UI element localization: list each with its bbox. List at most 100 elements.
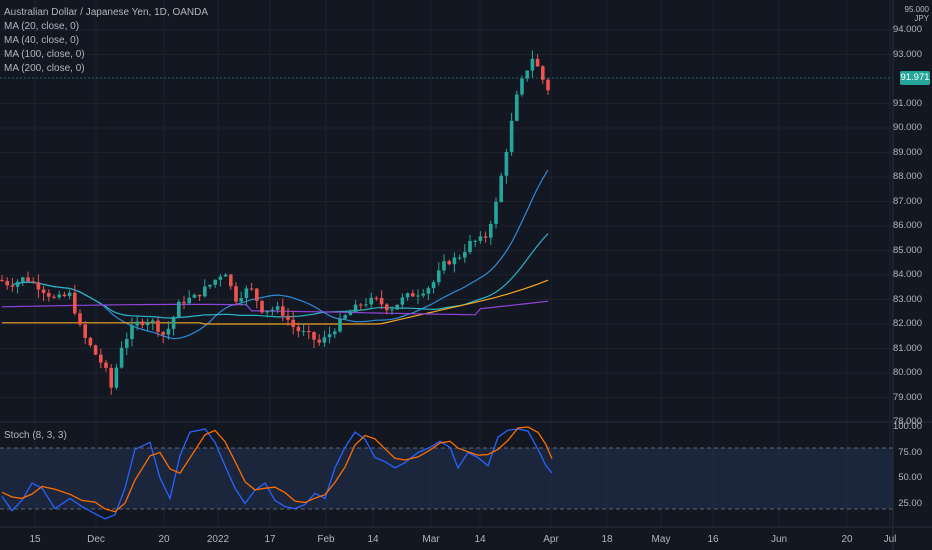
candle (130, 317, 134, 347)
candle (255, 287, 259, 309)
time-axis-label: Apr (543, 534, 559, 545)
candle (218, 274, 223, 287)
stoch-legend[interactable]: Stoch (8, 3, 3) (4, 430, 67, 441)
stoch-band (0, 448, 893, 509)
candle (416, 289, 420, 304)
time-axis-label: 15 (29, 534, 41, 545)
candle (182, 295, 186, 310)
candle (468, 234, 472, 255)
candle (286, 307, 290, 326)
stoch-lines (1, 426, 553, 520)
price-axis-top[interactable]: 95.000 JPY (905, 5, 929, 23)
candle (369, 292, 373, 308)
candle (171, 315, 176, 336)
last-price-tag: 91.971 (900, 71, 930, 85)
candle (265, 310, 269, 318)
time-axis-label: Feb (317, 534, 335, 545)
time-axis-label: Jul (883, 534, 897, 545)
candle (322, 330, 327, 347)
candle (509, 112, 514, 156)
price-axis-label: 94.000 (892, 24, 922, 35)
candle (187, 290, 191, 306)
price-axis-label: 90.000 (892, 122, 922, 133)
candle (57, 290, 61, 300)
candle (364, 298, 368, 308)
candle (5, 277, 9, 290)
stoch-k-line (1, 428, 553, 520)
candle (442, 254, 446, 274)
candle (478, 231, 483, 244)
candle (463, 244, 467, 263)
candle (47, 289, 51, 302)
price-axis-label: 84.000 (892, 269, 922, 280)
price-axis-label: 78.000 (892, 416, 922, 427)
candle (483, 231, 488, 243)
time-axis-label: 14 (367, 534, 379, 545)
candle (385, 303, 389, 315)
candle (348, 309, 353, 316)
price-axis-label: 93.000 (892, 48, 922, 60)
candle (36, 274, 41, 298)
candle (208, 284, 212, 290)
currency-label: JPY (914, 14, 929, 23)
price-axis-label: 85.000 (892, 244, 922, 256)
candle (359, 303, 363, 311)
candle (281, 298, 285, 322)
price-axis-label: 87.000 (892, 195, 922, 207)
candle (177, 299, 181, 318)
ma20-legend[interactable]: MA (20, close, 0) (4, 21, 80, 32)
symbol-title[interactable]: Australian Dollar / Japanese Yen, 1D, OA… (4, 7, 208, 18)
candle (525, 70, 529, 82)
candle (135, 315, 139, 331)
time-axis-label: 2022 (206, 534, 230, 545)
candle (229, 273, 233, 290)
candle (489, 220, 493, 245)
candle (125, 332, 129, 356)
candle (83, 320, 87, 345)
candle (21, 276, 25, 287)
candle (161, 331, 165, 344)
candle (203, 279, 207, 298)
candle (426, 286, 431, 300)
candle (166, 321, 171, 340)
time-axis-label: May (651, 534, 671, 545)
price-axis-top-label: 95.000 (904, 5, 929, 14)
candle (119, 341, 124, 369)
time-axis-label: Dec (87, 534, 105, 545)
candle (307, 325, 311, 340)
candlesticks (0, 50, 550, 395)
candle (109, 364, 113, 395)
candle (213, 279, 217, 288)
candle (457, 254, 462, 261)
candle (88, 336, 93, 348)
time-axis-label: 16 (707, 534, 719, 545)
candle (140, 318, 145, 329)
candle (379, 290, 384, 310)
candle (546, 77, 550, 95)
price-axis-label: 89.000 (892, 146, 922, 158)
price-axis-label: 81.000 (892, 342, 922, 354)
candle (452, 252, 457, 273)
candle (41, 285, 46, 302)
candle (239, 291, 243, 306)
candle (447, 259, 451, 266)
candle (504, 148, 509, 184)
grid-lines (0, 0, 893, 527)
price-axis-label: 88.000 (892, 171, 922, 182)
candle (333, 328, 337, 339)
time-axis-label: 18 (601, 534, 613, 545)
candle (317, 334, 321, 346)
ma200-legend[interactable]: MA (200, close, 0) (4, 63, 85, 74)
candle (291, 311, 295, 335)
ma40-legend[interactable]: MA (40, close, 0) (4, 35, 80, 46)
ma100-legend[interactable]: MA (100, close, 0) (4, 49, 85, 60)
candle (52, 294, 56, 299)
time-axis-label: 14 (474, 534, 486, 545)
candle (338, 313, 342, 333)
candle (31, 277, 35, 284)
candle (312, 331, 316, 348)
price-axis-label: 79.000 (892, 391, 922, 403)
candle (145, 318, 150, 331)
stoch-axis-label: 75.00 (898, 447, 922, 458)
